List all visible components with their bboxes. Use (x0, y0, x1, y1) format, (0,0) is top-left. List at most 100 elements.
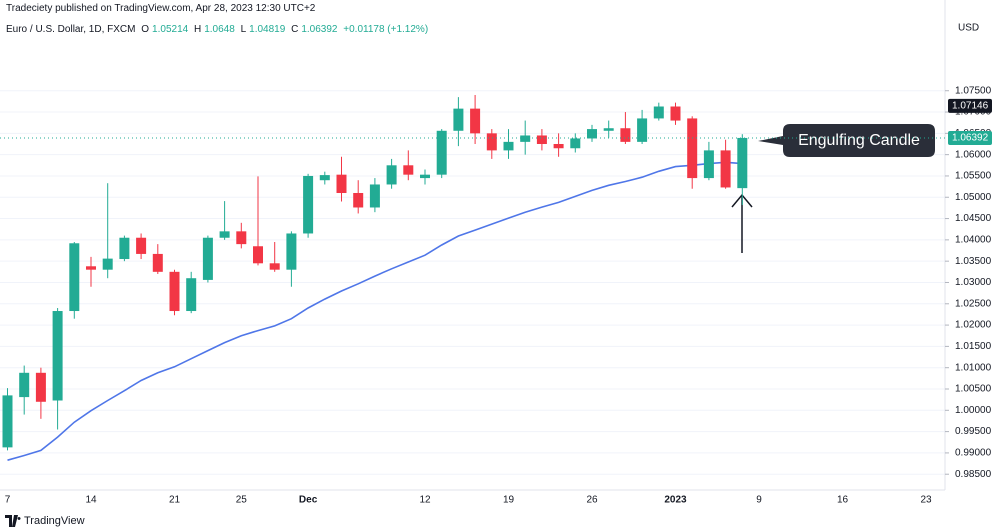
ohlc-value: 1.05214 (152, 24, 189, 35)
x-tick-label: 25 (236, 495, 248, 506)
candle-body (737, 137, 748, 189)
candle-body (236, 231, 247, 245)
y-tick-label: 1.04500 (955, 213, 992, 224)
x-tick-label: 26 (586, 495, 598, 506)
y-tick-label: 1.02000 (955, 320, 992, 331)
candle-body (119, 237, 130, 260)
candle-body (520, 135, 531, 142)
candle-body (336, 174, 347, 193)
price-label: 1.07146 (952, 100, 989, 111)
candle-body (202, 237, 213, 280)
candle-body (369, 184, 380, 208)
x-tick-label: 16 (837, 495, 849, 506)
change-label: +0.01178 (+1.12%) (343, 24, 429, 35)
x-tick-label: Dec (299, 495, 318, 506)
ohlc-value: 1.0648 (204, 24, 235, 35)
symbol-title: Euro / U.S. Dollar, 1D, FXCM (6, 24, 136, 35)
ohlc-label: O (141, 24, 150, 35)
x-tick-label: 23 (920, 495, 932, 506)
candle-body (420, 174, 430, 179)
y-tick-label: 1.03000 (955, 277, 992, 288)
ohlc-label: L (240, 24, 247, 35)
price-label: 1.06392 (952, 133, 989, 144)
ohlc-label: C (291, 24, 299, 35)
candle-body (319, 175, 330, 181)
y-tick-label: 1.05500 (955, 171, 992, 182)
candle-body (536, 135, 547, 144)
candle-body (19, 372, 30, 398)
ohlc-value: 1.06392 (301, 24, 338, 35)
publisher: Tradeciety published on TradingView.com,… (6, 3, 316, 14)
candle-body (286, 233, 297, 270)
candle-body (653, 106, 664, 119)
price-label-box (948, 98, 992, 113)
candle-body (453, 108, 464, 131)
y-tick-label: 1.04000 (955, 235, 992, 246)
x-tick-label: 21 (169, 495, 181, 506)
y-tick-label: 1.01000 (955, 362, 992, 373)
candle-body (69, 243, 80, 312)
candle-body (2, 395, 13, 448)
candle-body (587, 129, 597, 139)
y-tick-label: 1.03500 (955, 256, 992, 267)
currency-label: USD (958, 23, 979, 34)
y-tick-label: 1.07500 (955, 85, 992, 96)
ohlc-label: H (193, 24, 202, 35)
y-tick-label: 1.01500 (955, 341, 992, 352)
y-tick-label: 0.99000 (955, 448, 992, 459)
candle-body (303, 175, 314, 234)
candle-body (186, 278, 197, 312)
candle-body (703, 150, 714, 179)
candle-body (687, 118, 698, 179)
candle-body (553, 143, 564, 149)
y-tick-label: 1.06000 (955, 149, 992, 160)
candle-body (570, 138, 581, 149)
candle-body (102, 258, 113, 270)
candle-body (620, 128, 631, 142)
candle-body (403, 165, 414, 175)
candle-body (35, 372, 46, 402)
candle-body (269, 263, 280, 270)
candle-body (637, 118, 648, 142)
publisher-line: Tradeciety published on TradingView.com,… (6, 3, 318, 14)
candle-body (52, 311, 63, 401)
candle-body (720, 150, 731, 188)
x-tick-label: 7 (5, 495, 11, 506)
ohlc-value: 1.04819 (249, 24, 286, 35)
moving-average (7, 161, 743, 461)
y-tick-label: 1.05000 (955, 192, 992, 203)
annotation: Engulfing Candle (758, 124, 935, 157)
candle-body (386, 165, 397, 185)
candle-body (503, 141, 514, 151)
candle-body (86, 266, 96, 270)
x-tick-label: 9 (756, 495, 762, 506)
y-tick-label: 1.00500 (955, 384, 992, 395)
candle-body (253, 246, 263, 264)
logo-icon (5, 515, 21, 527)
footer-text: TradingView (24, 515, 85, 527)
candle-body (670, 106, 681, 121)
x-tick-label: 14 (85, 495, 97, 506)
footer-logo: TradingView (5, 515, 85, 527)
y-tick-label: 1.00000 (955, 405, 992, 416)
x-tick-label: 19 (503, 495, 515, 506)
annotation-text: Engulfing Candle (798, 132, 920, 149)
candle-body (470, 108, 481, 134)
candle-body (603, 128, 614, 131)
candle-body (169, 271, 180, 312)
candle-body (353, 192, 364, 208)
y-tick-label: 0.98500 (955, 469, 992, 480)
x-tick-label: 12 (419, 495, 431, 506)
candle-body (152, 253, 163, 272)
x-tick-label: 2023 (664, 495, 687, 506)
candle-body (486, 133, 497, 151)
annotation-box (758, 124, 935, 157)
y-tick-label: 0.99500 (955, 426, 992, 437)
candle-body (219, 231, 230, 238)
price-label-box (948, 130, 992, 145)
y-tick-label: 1.02500 (955, 298, 992, 309)
candle-body (436, 130, 447, 175)
